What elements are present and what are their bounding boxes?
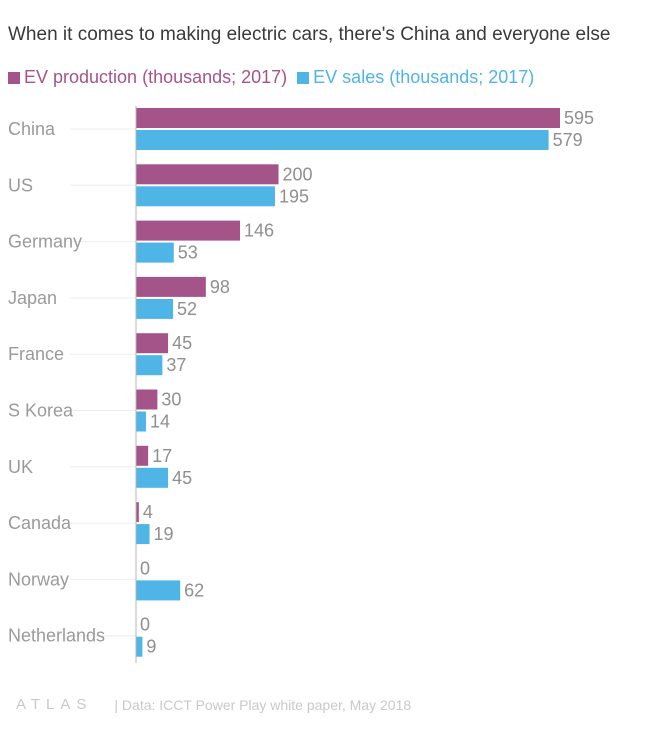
category-label-japan: Japan bbox=[8, 288, 57, 308]
category-label-germany: Germany bbox=[8, 232, 82, 252]
bar-sales-netherlands bbox=[136, 636, 143, 657]
category-label-s-korea: S Korea bbox=[8, 401, 74, 421]
data-label-production-s-korea: 30 bbox=[161, 390, 181, 410]
bar-production-us bbox=[136, 164, 279, 185]
data-label-production-germany: 146 bbox=[244, 221, 274, 241]
data-label-sales-france: 37 bbox=[166, 355, 186, 375]
data-label-sales-norway: 62 bbox=[184, 580, 204, 600]
bar-production-china bbox=[136, 108, 560, 128]
data-label-sales-japan: 52 bbox=[177, 299, 197, 319]
data-label-sales-germany: 53 bbox=[178, 243, 198, 263]
legend: EV production (thousands; 2017) EV sales… bbox=[8, 67, 544, 88]
legend-label-sales: EV sales (thousands; 2017) bbox=[313, 67, 535, 87]
bar-production-canada bbox=[136, 502, 139, 523]
bar-production-japan bbox=[136, 276, 206, 297]
data-label-sales-netherlands: 9 bbox=[146, 637, 156, 657]
data-label-production-china: 595 bbox=[564, 108, 594, 128]
chart-title: When it comes to making electric cars, t… bbox=[8, 24, 611, 45]
legend-label-production: EV production (thousands; 2017) bbox=[24, 67, 288, 87]
bar-sales-norway bbox=[136, 580, 181, 601]
data-label-sales-canada: 19 bbox=[154, 524, 174, 544]
category-label-canada: Canada bbox=[8, 513, 72, 533]
data-label-production-uk: 17 bbox=[152, 446, 172, 466]
bar-sales-s-korea bbox=[136, 411, 146, 432]
legend-item-sales: EV sales (thousands; 2017) bbox=[297, 67, 534, 88]
legend-item-production: EV production (thousands; 2017) bbox=[8, 67, 287, 88]
bar-sales-canada bbox=[136, 524, 150, 545]
category-label-us: US bbox=[8, 175, 33, 195]
bar-production-uk bbox=[136, 445, 149, 466]
bar-sales-uk bbox=[136, 467, 169, 488]
data-label-production-japan: 98 bbox=[210, 277, 230, 297]
data-label-production-france: 45 bbox=[172, 333, 192, 353]
data-label-sales-s-korea: 14 bbox=[150, 412, 170, 432]
bar-production-france bbox=[136, 333, 169, 354]
atlas-logo: ATLAS bbox=[16, 696, 93, 713]
data-label-sales-us: 195 bbox=[279, 186, 309, 206]
bar-production-s-korea bbox=[136, 389, 158, 410]
category-label-norway: Norway bbox=[8, 569, 69, 589]
bar-production-germany bbox=[136, 220, 241, 241]
data-label-sales-china: 579 bbox=[553, 130, 583, 150]
data-label-production-canada: 4 bbox=[143, 502, 153, 522]
category-label-uk: UK bbox=[8, 457, 33, 477]
footer: ATLAS | Data: ICCT Power Play white pape… bbox=[16, 696, 411, 713]
bar-sales-japan bbox=[136, 298, 174, 319]
data-label-production-norway: 0 bbox=[140, 558, 150, 578]
bar-sales-us bbox=[136, 186, 275, 207]
data-label-sales-uk: 45 bbox=[172, 468, 192, 488]
category-label-netherlands: Netherlands bbox=[8, 626, 105, 646]
legend-swatch-production bbox=[8, 71, 20, 84]
category-label-china: China bbox=[8, 119, 56, 139]
category-label-france: France bbox=[8, 344, 64, 364]
legend-swatch-sales bbox=[297, 71, 310, 84]
bar-sales-china bbox=[136, 130, 549, 150]
bar-sales-germany bbox=[136, 242, 174, 263]
bar-sales-france bbox=[136, 355, 163, 376]
data-label-production-netherlands: 0 bbox=[140, 615, 150, 635]
source-note: | Data: ICCT Power Play white paper, May… bbox=[114, 696, 412, 713]
data-label-production-us: 200 bbox=[283, 164, 313, 184]
